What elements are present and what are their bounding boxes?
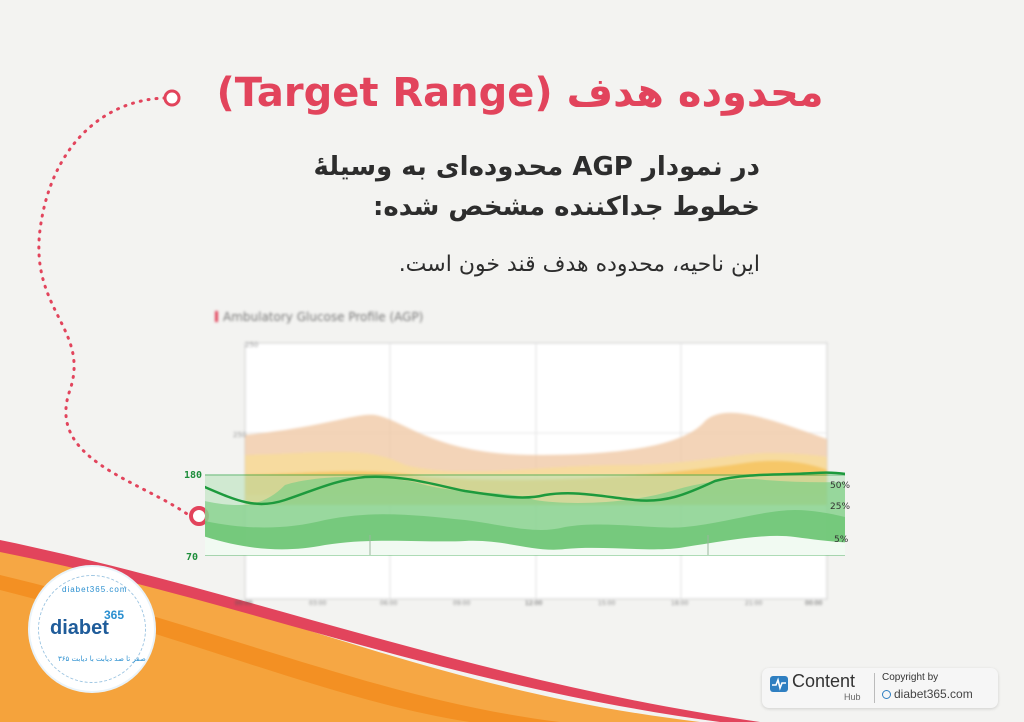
content-hub-subtitle: Hub (844, 692, 861, 702)
agp-chart-title: Ambulatory Glucose Profile (AGP) (215, 310, 423, 324)
subtitle-line-2: خطوط جداکننده مشخص شده: (372, 192, 760, 222)
footer-divider (874, 673, 875, 703)
agp-chart: 250 250 00:00 03:00 06:00 09:00 12:00 15… (205, 341, 845, 607)
percentile-label-50: 50% (830, 481, 851, 491)
svg-text:18:00: 18:00 (671, 600, 688, 607)
logo-number: 365 (104, 608, 125, 622)
target-upper-label: 180 (184, 470, 203, 481)
svg-text:250: 250 (245, 341, 258, 349)
svg-text:12:00: 12:00 (525, 600, 542, 607)
globe-icon (882, 690, 891, 699)
logo-dashed-ring (38, 575, 146, 683)
svg-text:21:00: 21:00 (745, 600, 762, 607)
svg-text:06:00: 06:00 (380, 600, 397, 607)
copyright-label: Copyright by (882, 672, 939, 683)
content-hub-title: Content (792, 671, 856, 691)
svg-text:00:00: 00:00 (805, 600, 822, 607)
logo-ring-text-top: diabet365.com (62, 585, 128, 594)
content-hub-card (762, 668, 998, 708)
svg-text:09:00: 09:00 (453, 600, 470, 607)
logo-ring-text-bottom: صفر تا صد دیابت با دیابت ۳۶۵ (58, 655, 146, 663)
svg-text:15:00: 15:00 (598, 600, 615, 607)
copyright-site-text: diabet365.com (894, 687, 973, 701)
percentile-label-25: 25% (830, 502, 851, 512)
percentile-label-5: 5% (834, 535, 849, 545)
copyright-site[interactable]: diabet365.com (882, 687, 973, 701)
target-lower-label: 70 (186, 552, 199, 563)
svg-text:250: 250 (233, 431, 246, 439)
page-title: محدوده هدف (Target Range) (216, 70, 824, 116)
svg-text:03:00: 03:00 (309, 600, 326, 607)
subtitle-line-1: در نمودار AGP محدوده‌ای به وسیلهٔ (313, 152, 760, 182)
logo-wordmark: diabet (50, 617, 109, 639)
description-text: این ناحیه، محدوده هدف قند خون است. (398, 252, 760, 277)
content-hub-icon (770, 676, 788, 692)
svg-text:00:00: 00:00 (235, 600, 252, 607)
